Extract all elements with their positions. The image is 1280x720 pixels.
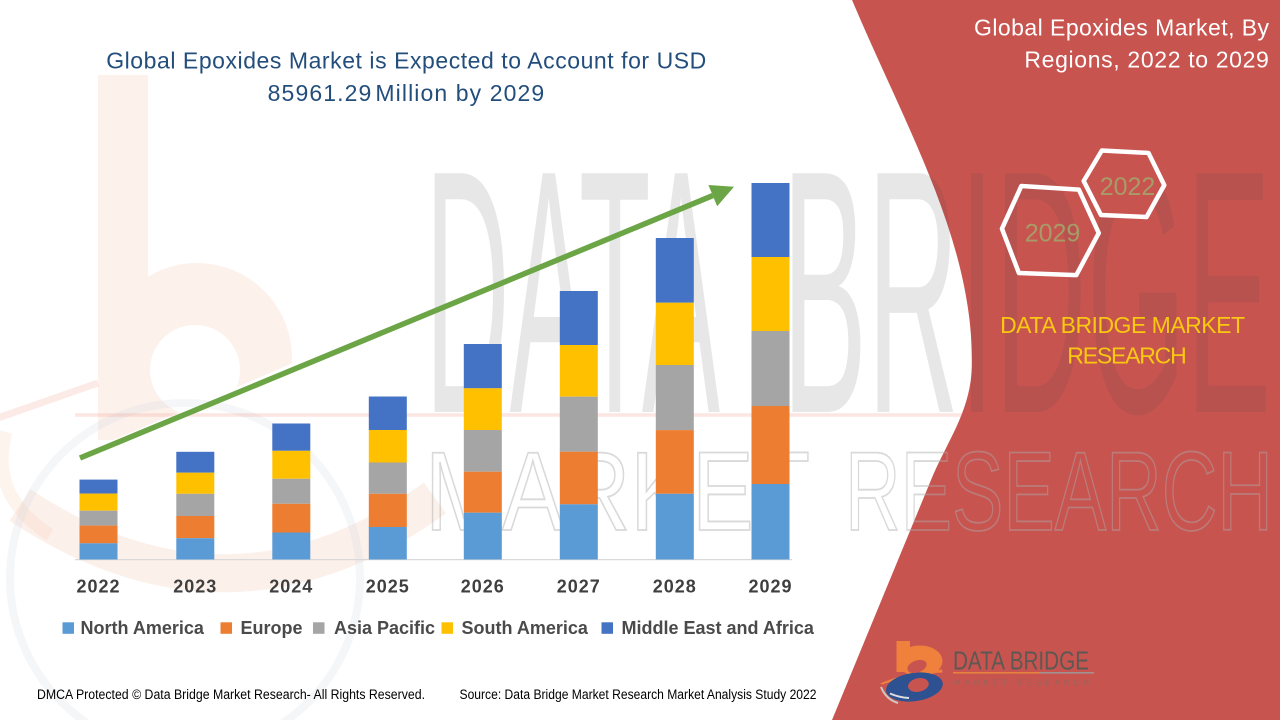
svg-text:Global Epoxides Market is Expe: Global Epoxides Market is Expected to Ac… [106, 48, 707, 74]
svg-text:2023: 2023 [173, 577, 217, 597]
svg-text:DATA BRIDGE: DATA BRIDGE [953, 646, 1089, 676]
svg-text:2025: 2025 [366, 577, 410, 597]
svg-text:Regions, 2022 to 2029: Regions, 2022 to 2029 [1024, 47, 1269, 73]
svg-text:2022: 2022 [76, 577, 120, 597]
svg-text:2024: 2024 [269, 577, 313, 597]
svg-text:RESEARCH: RESEARCH [845, 429, 1273, 554]
svg-text:2026: 2026 [461, 577, 505, 597]
svg-text:South America: South America [462, 618, 589, 638]
svg-text:2029: 2029 [1025, 220, 1081, 248]
svg-text:85961.29 Million by 2029: 85961.29 Million by 2029 [268, 80, 546, 106]
svg-text:MARKET RESEARCH: MARKET RESEARCH [954, 678, 1093, 688]
svg-text:BRIDGE: BRIDGE [782, 98, 1271, 486]
svg-text:DMCA Protected © Data Bridge M: DMCA Protected © Data Bridge Market Rese… [37, 687, 425, 702]
svg-text:Europe: Europe [241, 618, 303, 638]
svg-text:Source: Data Bridge Market Res: Source: Data Bridge Market Research Mark… [460, 687, 817, 702]
svg-text:Middle East and Africa: Middle East and Africa [622, 618, 815, 638]
svg-text:North America: North America [81, 618, 205, 638]
svg-text:2022: 2022 [1100, 173, 1156, 201]
svg-text:Asia Pacific: Asia Pacific [334, 618, 435, 638]
svg-text:2029: 2029 [748, 577, 792, 597]
svg-text:RESEARCH: RESEARCH [1067, 343, 1185, 369]
svg-text:2028: 2028 [653, 577, 697, 597]
svg-text:Global Epoxides Market, By: Global Epoxides Market, By [974, 14, 1270, 40]
svg-text:2027: 2027 [557, 577, 601, 597]
svg-text:DATA BRIDGE MARKET: DATA BRIDGE MARKET [1000, 312, 1245, 338]
